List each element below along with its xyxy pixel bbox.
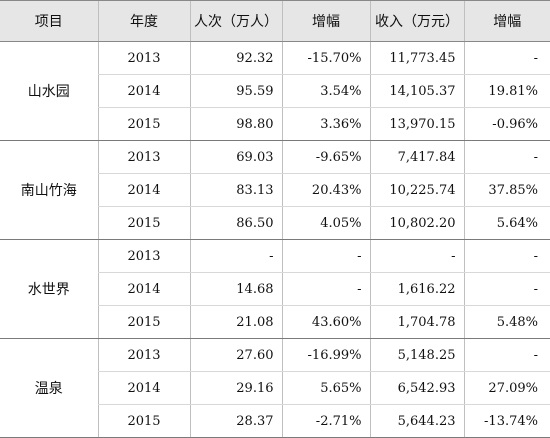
revenue-growth-cell: 27.09%: [463, 371, 550, 405]
visits-growth-cell: -: [281, 239, 370, 273]
revenue-cell: 1,616.22: [369, 272, 464, 306]
visits-cell: 14.68: [189, 272, 282, 306]
revenue-growth-cell: 5.48%: [463, 305, 550, 339]
visits-growth-cell: 43.60%: [281, 305, 370, 339]
year-cell: 2014: [97, 371, 190, 405]
year-cell: 2015: [97, 206, 190, 240]
table-row: 2015 28.37 -2.71% 5,644.23 -13.74%: [0, 404, 550, 438]
header-row: 项目 年度 人次（万人） 增幅 收入（万元） 增幅: [0, 0, 550, 42]
revenue-cell: 1,704.78: [369, 305, 464, 339]
revenue-cell: 5,644.23: [369, 404, 464, 438]
item-name-cell: 水世界: [0, 239, 98, 339]
year-cell: 2013: [97, 239, 190, 273]
table-row: 2014 14.68-1,616.22-: [0, 272, 550, 306]
visits-cell: 69.03: [189, 140, 282, 174]
table-row: 温泉 2013 27.60 -16.99% 5,148.25-: [0, 338, 550, 438]
header-visits-growth: 增幅: [281, 0, 370, 42]
visits-growth-cell: 3.36%: [281, 107, 370, 141]
year-cell: 2015: [97, 305, 190, 339]
table-row: 山水园 2013 92.32 -15.70% 11,773.45-: [0, 41, 550, 141]
item-name-cell: 温泉: [0, 338, 98, 438]
revenue-cell: 14,105.37: [369, 74, 464, 108]
visits-cell: 27.60: [189, 338, 282, 372]
visits-cell: 92.32: [189, 41, 282, 75]
year-cell: 2013: [97, 338, 190, 372]
revenue-growth-cell: -: [463, 338, 550, 372]
year-cell: 2014: [97, 173, 190, 207]
table-header: 项目 年度 人次（万人） 增幅 收入（万元） 增幅: [0, 0, 550, 42]
table-row: 2014 95.59 3.54% 14,105.37 19.81%: [0, 74, 550, 108]
revenue-growth-cell: 19.81%: [463, 74, 550, 108]
revenue-cell: 5,148.25: [369, 338, 464, 372]
table-body: 山水园 2013 92.32 -15.70% 11,773.45-2014 95.59 3.…: [0, 41, 550, 438]
visits-growth-cell: -15.70%: [281, 41, 370, 75]
revenue-cell: 11,773.45: [369, 41, 464, 75]
revenue-cell: -: [369, 239, 464, 273]
visits-growth-cell: 3.54%: [281, 74, 370, 108]
revenue-growth-cell: -0.96%: [463, 107, 550, 141]
visits-cell: 98.80: [189, 107, 282, 141]
revenue-growth-cell: -: [463, 41, 550, 75]
table-row: 2014 83.13 20.43% 10,225.74 37.85%: [0, 173, 550, 207]
year-cell: 2015: [97, 404, 190, 438]
visits-growth-cell: 5.65%: [281, 371, 370, 405]
visits-cell: 95.59: [189, 74, 282, 108]
item-name-cell: 山水园: [0, 41, 98, 141]
visits-cell: 29.16: [189, 371, 282, 405]
item-name-cell: 南山竹海: [0, 140, 98, 240]
visits-growth-cell: 20.43%: [281, 173, 370, 207]
table-row: 2015 21.08 43.60% 1,704.78 5.48%: [0, 305, 550, 339]
table-row: 2015 86.50 4.05% 10,802.20 5.64%: [0, 206, 550, 240]
table-row: 水世界 2013- - - -: [0, 239, 550, 339]
header-item: 项目: [0, 0, 98, 42]
revenue-growth-cell: 37.85%: [463, 173, 550, 207]
visits-growth-cell: 4.05%: [281, 206, 370, 240]
visits-cell: 86.50: [189, 206, 282, 240]
year-cell: 2015: [97, 107, 190, 141]
visits-growth-cell: -2.71%: [281, 404, 370, 438]
header-revenue-growth: 增幅: [463, 0, 550, 42]
year-cell: 2014: [97, 272, 190, 306]
revenue-cell: 13,970.15: [369, 107, 464, 141]
revenue-growth-cell: -: [463, 140, 550, 174]
header-visits: 人次（万人）: [189, 0, 282, 42]
revenue-growth-cell: -: [463, 272, 550, 306]
revenue-cell: 6,542.93: [369, 371, 464, 405]
table-row: 2014 29.16 5.65% 6,542.93 27.09%: [0, 371, 550, 405]
visits-cell: 21.08: [189, 305, 282, 339]
visits-cell: 28.37: [189, 404, 282, 438]
header-revenue: 收入（万元）: [369, 0, 464, 42]
revenue-growth-cell: 5.64%: [463, 206, 550, 240]
visits-cell: 83.13: [189, 173, 282, 207]
year-cell: 2013: [97, 41, 190, 75]
table-row: 2015 98.80 3.36% 13,970.15 -0.96%: [0, 107, 550, 141]
revenue-growth-cell: -: [463, 239, 550, 273]
visits-growth-cell: -9.65%: [281, 140, 370, 174]
table-row: 南山竹海 2013 69.03 -9.65% 7,417.84-: [0, 140, 550, 240]
year-cell: 2013: [97, 140, 190, 174]
visits-growth-cell: -16.99%: [281, 338, 370, 372]
visits-cell: -: [189, 239, 282, 273]
header-year: 年度: [97, 0, 190, 42]
revenue-cell: 10,802.20: [369, 206, 464, 240]
revenue-cell: 7,417.84: [369, 140, 464, 174]
year-cell: 2014: [97, 74, 190, 108]
visits-growth-cell: -: [281, 272, 370, 306]
revenue-growth-cell: -13.74%: [463, 404, 550, 438]
revenue-cell: 10,225.74: [369, 173, 464, 207]
